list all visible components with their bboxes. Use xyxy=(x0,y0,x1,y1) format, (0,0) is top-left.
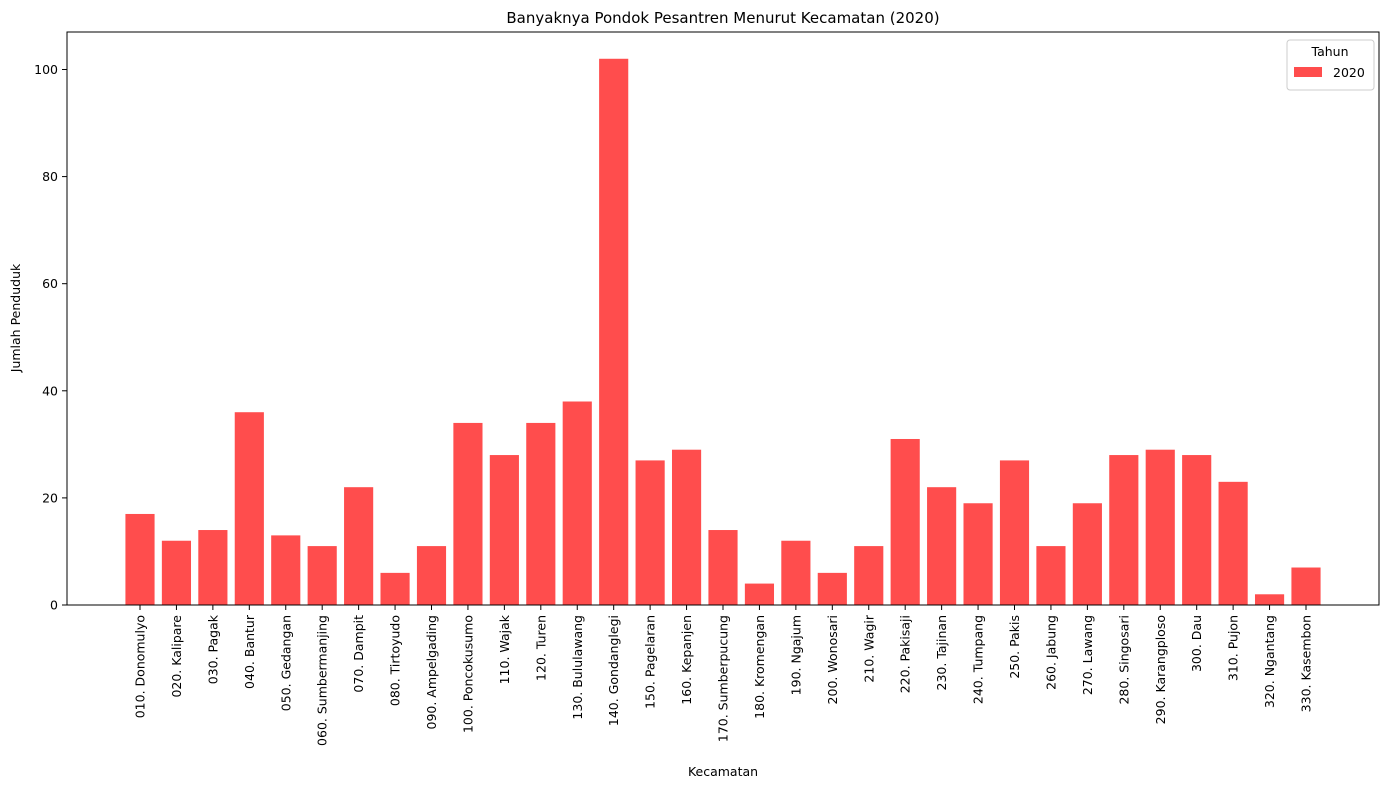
bar xyxy=(198,530,228,605)
bar xyxy=(890,438,920,605)
x-tick-label: 330. Kasembon xyxy=(1299,615,1314,712)
bar xyxy=(1182,455,1212,605)
bar xyxy=(1291,567,1321,605)
legend-swatch xyxy=(1294,67,1322,77)
x-tick-label: 280. Singosari xyxy=(1116,615,1131,705)
bar xyxy=(1254,594,1285,605)
x-axis-label: Kecamatan xyxy=(688,764,758,779)
bar xyxy=(781,540,811,605)
plot-area: 0 20 40 60 80 100 010. Donomulyo 020. Kalipare 0… xyxy=(34,58,1321,746)
bar xyxy=(963,503,993,605)
bar xyxy=(708,530,738,605)
x-tick-label: 030. Pagak xyxy=(205,614,220,684)
bar xyxy=(1145,449,1175,605)
bar xyxy=(599,58,629,606)
y-tick-label: 100 xyxy=(34,62,58,77)
x-tick-label: 170. Sumberpucung xyxy=(716,615,731,742)
x-tick-label: 240. Tumpang xyxy=(971,615,986,704)
x-tick-label: 090. Ampelgading xyxy=(424,615,439,730)
bar xyxy=(380,572,410,605)
bar xyxy=(671,449,702,605)
x-tick-label: 220. Pakisaji xyxy=(898,615,913,693)
legend-title: Tahun xyxy=(1311,44,1349,59)
bar xyxy=(234,412,264,605)
x-tick-label: 160. Kepanjen xyxy=(679,615,694,705)
x-tick-label: 210. Wagir xyxy=(861,614,876,682)
x-tick-label: 270. Lawang xyxy=(1080,615,1095,695)
x-tick-label: 180. Kromengan xyxy=(752,615,767,719)
x-tick-label: 230. Tajinan xyxy=(934,615,949,690)
bar xyxy=(526,422,556,605)
bar xyxy=(635,460,665,605)
x-tick-label: 110. Wajak xyxy=(497,614,512,684)
x-tick-label: 290. Karangploso xyxy=(1153,615,1168,724)
plot-frame xyxy=(66,31,1380,606)
x-tick-label: 150. Pagelaran xyxy=(643,615,658,709)
x-tick-label: 010. Donomulyo xyxy=(133,615,148,718)
x-tick-label: 050. Gedangan xyxy=(278,615,293,711)
bar xyxy=(744,583,775,605)
x-tick-label: 080. Tirtoyudo xyxy=(388,615,403,706)
y-tick-label: 60 xyxy=(42,276,58,291)
x-tick-label: 070. Dampit xyxy=(351,615,366,693)
x-tick-label: 200. Wonosari xyxy=(825,615,840,704)
x-tick-label: 190. Ngajum xyxy=(788,615,803,695)
x-tick-label: 140. Gondanglegi xyxy=(606,615,621,726)
bar xyxy=(489,455,519,605)
bar xyxy=(271,535,301,605)
x-tick-label: 100. Poncokusumo xyxy=(460,615,475,733)
bar xyxy=(1036,546,1066,605)
chart-title: Banyaknya Pondok Pesantren Menurut Kecam… xyxy=(506,9,939,27)
x-tick-label: 250. Pakis xyxy=(1007,615,1022,679)
bar xyxy=(416,546,447,605)
y-tick-label: 20 xyxy=(42,490,58,505)
bar xyxy=(307,546,337,605)
bar xyxy=(1072,503,1102,605)
legend: Tahun 2020 xyxy=(1286,39,1375,91)
x-tick-label: 320. Ngantang xyxy=(1262,615,1277,708)
x-tick-label: 310. Pujon xyxy=(1226,615,1241,681)
x-tick-label: 020. Kalipare xyxy=(169,615,184,698)
bar xyxy=(344,487,374,605)
x-tick-label: 060. Sumbermanjing xyxy=(315,615,330,746)
legend-box xyxy=(1286,39,1375,91)
bar xyxy=(854,546,884,605)
bar xyxy=(999,460,1030,605)
bar xyxy=(453,422,483,605)
bar xyxy=(817,572,847,605)
y-tick-label: 40 xyxy=(42,383,58,398)
x-tick-label: 130. Bululawang xyxy=(570,615,585,720)
y-tick-label: 80 xyxy=(42,169,58,184)
x-tick-label: 300. Dau xyxy=(1189,615,1204,672)
y-axis-label: Jumlah Penduduk xyxy=(8,263,23,373)
bar xyxy=(927,487,957,605)
bar xyxy=(1109,455,1139,605)
x-tick-label: 040. Bantur xyxy=(242,614,257,689)
bar xyxy=(1218,481,1248,605)
x-tick-label: 260. Jabung xyxy=(1043,615,1058,690)
bar xyxy=(161,540,192,605)
legend-entry-label: 2020 xyxy=(1333,65,1365,80)
bar xyxy=(562,401,592,605)
y-tick-label: 0 xyxy=(50,598,58,613)
x-tick-label: 120. Turen xyxy=(533,615,548,681)
bar xyxy=(125,513,155,605)
